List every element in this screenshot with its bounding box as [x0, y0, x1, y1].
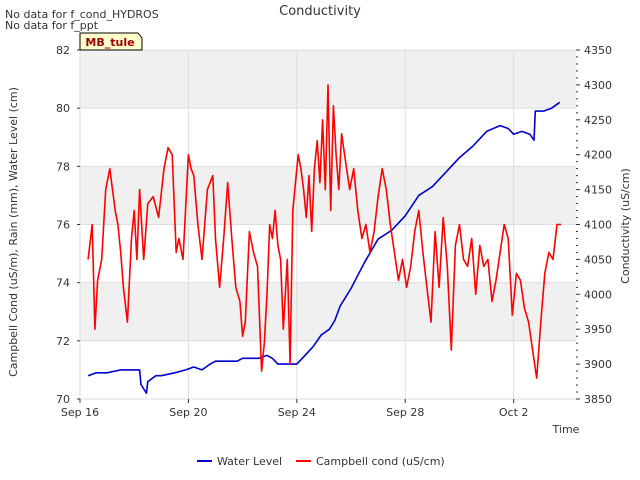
series-line-water-level — [87, 101, 561, 395]
y-right-tick-label: 4000 — [584, 288, 612, 301]
legend: Water Level Campbell cond (uS/cm) — [197, 455, 445, 468]
note-hydros: No data for f_cond_HYDROS — [5, 8, 159, 21]
y-left-tick-label: 76 — [56, 219, 70, 232]
x-tick-label: Sep 20 — [169, 406, 207, 419]
y-left-tick-label: 72 — [56, 335, 70, 348]
y-right-tick-label: 4100 — [584, 219, 612, 232]
x-tick-label: Sep 28 — [386, 406, 424, 419]
site-label-shape — [79, 32, 143, 51]
y-right-tick-label: 4350 — [584, 44, 612, 57]
chart-title: Conductivity — [279, 4, 361, 19]
x-tick-label: Oct 2 — [499, 406, 529, 419]
y-right-tick-label: 4050 — [584, 253, 612, 266]
y-right-tick-label: 3850 — [584, 393, 612, 406]
y-left-tick-label: 80 — [56, 102, 70, 115]
y-right-tick-label: 4250 — [584, 114, 612, 127]
legend-campbell-cond-label: Campbell cond (uS/cm) — [316, 455, 445, 468]
site-label-box: MB_tule — [79, 32, 143, 51]
site-label: MB_tule — [85, 36, 134, 49]
legend-water-level-label: Water Level — [217, 455, 282, 468]
y-axis-left-label: Campbell Cond (uS/m), Rain (mm), Water L… — [7, 87, 20, 377]
axes-layer: 70 72 74 76 78 80 82 3850 3900 3950 4000 4050 4100 41… — [56, 44, 612, 419]
y-left-tick-label: 70 — [56, 393, 70, 406]
y-right-tick-label: 4200 — [584, 149, 612, 162]
y-right-tick-label: 3950 — [584, 323, 612, 336]
x-axis-label: Time — [552, 423, 580, 436]
band-72 — [80, 282, 576, 341]
note-ppt: No data for f_ppt — [5, 19, 99, 32]
series-layer — [87, 84, 562, 395]
y-right-tick-label: 4300 — [584, 79, 612, 92]
x-tick-label: Sep 24 — [278, 406, 316, 419]
y-left-tick-label: 82 — [56, 44, 70, 57]
band-76 — [80, 166, 576, 225]
series-line-campbell-cond — [87, 84, 562, 379]
x-tick-label: Sep 16 — [61, 406, 99, 419]
y-left-tick-label: 78 — [56, 160, 70, 173]
y-right-tick-label: 3900 — [584, 358, 612, 371]
y-right-tick-label: 4150 — [584, 184, 612, 197]
y-axis-right-label: Conductivity (uS/cm) — [619, 168, 632, 284]
y-left-tick-label: 74 — [56, 277, 70, 290]
